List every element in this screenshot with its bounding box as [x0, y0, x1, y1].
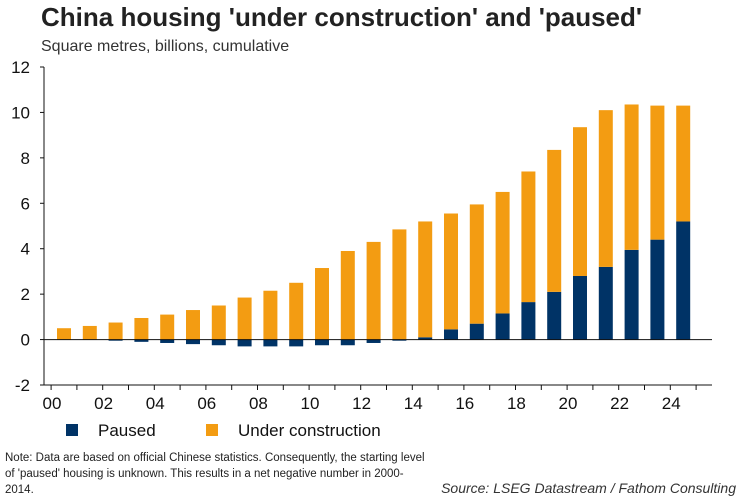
y-axis: -2 0 2 4 6 8 10 12: [11, 58, 45, 395]
bar-under-construction: [392, 229, 407, 340]
bar-under-construction: [289, 282, 304, 340]
bar-under-construction: [469, 204, 484, 324]
bar-paused: [495, 313, 510, 340]
chart-title: China housing 'under construction' and '…: [41, 2, 643, 32]
bar-paused: [418, 337, 433, 340]
bar-paused: [211, 339, 226, 346]
bar-under-construction: [237, 297, 252, 340]
x-tick-label: 02: [94, 394, 113, 413]
bar-paused: [340, 339, 355, 346]
bar-paused: [676, 221, 691, 340]
bar-under-construction: [134, 317, 149, 340]
bar-under-construction: [340, 250, 355, 340]
x-tick-label: 22: [610, 394, 629, 413]
bar-under-construction: [624, 104, 639, 250]
bar-paused: [573, 275, 587, 340]
chart-subtitle: Square metres, billions, cumulative: [41, 38, 290, 55]
x-tick-label: 12: [352, 394, 371, 413]
x-tick-label: 04: [146, 394, 165, 413]
bars: [57, 104, 691, 347]
bar-paused: [366, 339, 381, 343]
bar-paused: [263, 339, 278, 347]
bar-under-construction: [547, 149, 562, 292]
bar-under-construction: [573, 127, 587, 276]
legend-label: Paused: [98, 421, 156, 440]
x-tick-label: 14: [404, 394, 423, 413]
bar-paused: [237, 339, 252, 347]
x-tick-label: 08: [249, 394, 268, 413]
bar-paused: [624, 249, 639, 340]
bar-under-construction: [650, 105, 665, 240]
bar-under-construction: [108, 322, 123, 340]
bar-under-construction: [418, 221, 433, 338]
bar-under-construction: [57, 328, 71, 340]
bar-paused: [315, 339, 329, 346]
y-tick-label: -2: [15, 376, 30, 395]
bar-under-construction: [444, 213, 458, 330]
x-tick-label: 10: [301, 394, 320, 413]
x-tick-label: 24: [662, 394, 681, 413]
y-tick-label: 10: [11, 103, 30, 122]
legend-swatch: [206, 424, 218, 436]
y-tick-label: 12: [11, 58, 30, 77]
bar-paused: [186, 339, 200, 345]
bar-under-construction: [676, 105, 691, 222]
x-tick-label: 20: [559, 394, 578, 413]
source-credit: Source: LSEG Datastream / Fathom Consult…: [441, 480, 736, 496]
x-tick-label: 18: [507, 394, 526, 413]
footnote: Note: Data are based on official Chinese…: [5, 452, 425, 496]
bar-under-construction: [366, 241, 381, 340]
legend: Paused Under construction: [66, 421, 381, 440]
x-tick-label: 00: [43, 394, 62, 413]
x-axis: 00 02 04 06 08 10 12 14 16 18 20 22 24: [43, 339, 712, 413]
bar-paused: [469, 323, 484, 340]
bar-paused: [289, 339, 304, 347]
y-tick-label: 6: [21, 194, 30, 213]
bar-under-construction: [495, 191, 510, 314]
bar-paused: [160, 339, 175, 343]
bar-paused: [598, 266, 613, 340]
bar-paused: [134, 339, 149, 342]
y-tick-label: 2: [21, 285, 30, 304]
bar-under-construction: [186, 310, 200, 340]
bar-paused: [392, 339, 407, 341]
bar-under-construction: [160, 314, 175, 340]
y-tick-label: 4: [21, 240, 30, 259]
bar-paused: [521, 302, 536, 340]
bar-under-construction: [598, 110, 613, 267]
bar-under-construction: [263, 290, 278, 340]
legend-swatch: [66, 424, 78, 436]
bar-under-construction: [211, 305, 226, 340]
bar-under-construction: [315, 268, 329, 340]
bar-paused: [108, 339, 123, 341]
x-tick-label: 06: [197, 394, 216, 413]
y-tick-label: 8: [21, 149, 30, 168]
x-tick-label: 16: [455, 394, 474, 413]
bar-under-construction: [82, 325, 97, 340]
y-tick-label: 0: [21, 331, 30, 350]
bar-paused: [444, 329, 458, 340]
legend-label: Under construction: [238, 421, 381, 440]
bar-paused: [650, 239, 665, 340]
bar-under-construction: [521, 171, 536, 303]
bar-paused: [547, 291, 562, 340]
